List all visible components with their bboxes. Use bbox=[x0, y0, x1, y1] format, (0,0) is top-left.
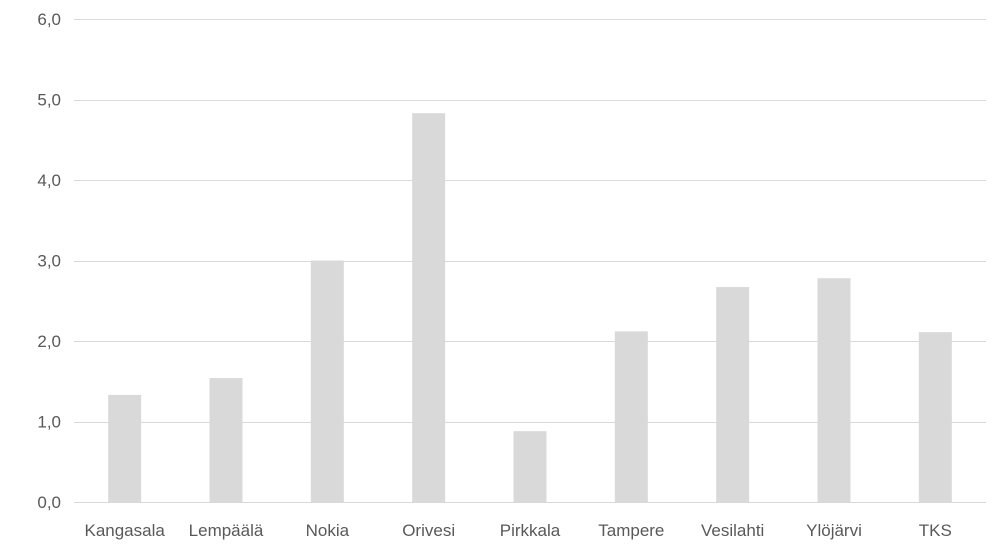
bar-pirkkala bbox=[513, 431, 547, 502]
x-axis-ticks: Kangasala Lempäälä Nokia Orivesi Pirkkala Tam… bbox=[84, 521, 951, 540]
x-tick-label: Kangasala bbox=[84, 521, 165, 540]
y-axis-ticks: 0,0 1,0 2,0 3,0 4,0 5,0 6,0 bbox=[37, 10, 61, 512]
x-tick-label: Tampere bbox=[598, 521, 664, 540]
x-tick-label: Nokia bbox=[306, 521, 350, 540]
bar-vesilahti bbox=[716, 287, 750, 502]
bar-ylöjärvi bbox=[817, 278, 851, 502]
y-tick-label: 4,0 bbox=[37, 171, 61, 190]
y-tick-label: 5,0 bbox=[37, 91, 61, 110]
x-tick-label: Orivesi bbox=[402, 521, 455, 540]
y-tick-label: 3,0 bbox=[37, 252, 61, 271]
y-tick-label: 2,0 bbox=[37, 332, 61, 351]
bar-kangasala bbox=[108, 394, 142, 502]
x-tick-label: Ylöjärvi bbox=[806, 521, 862, 540]
x-tick-label: Lempäälä bbox=[189, 521, 264, 540]
bar-tampere bbox=[614, 331, 648, 502]
bar-lempäälä bbox=[209, 378, 243, 502]
bars bbox=[108, 113, 952, 502]
x-tick-label: Vesilahti bbox=[701, 521, 764, 540]
bar-nokia bbox=[310, 260, 344, 502]
bar-orivesi bbox=[412, 113, 446, 502]
y-tick-label: 6,0 bbox=[37, 10, 61, 29]
x-tick-label: Pirkkala bbox=[500, 521, 561, 540]
y-tick-label: 1,0 bbox=[37, 413, 61, 432]
y-tick-label: 0,0 bbox=[37, 493, 61, 512]
bar-tks bbox=[918, 332, 952, 502]
x-tick-label: TKS bbox=[919, 521, 952, 540]
